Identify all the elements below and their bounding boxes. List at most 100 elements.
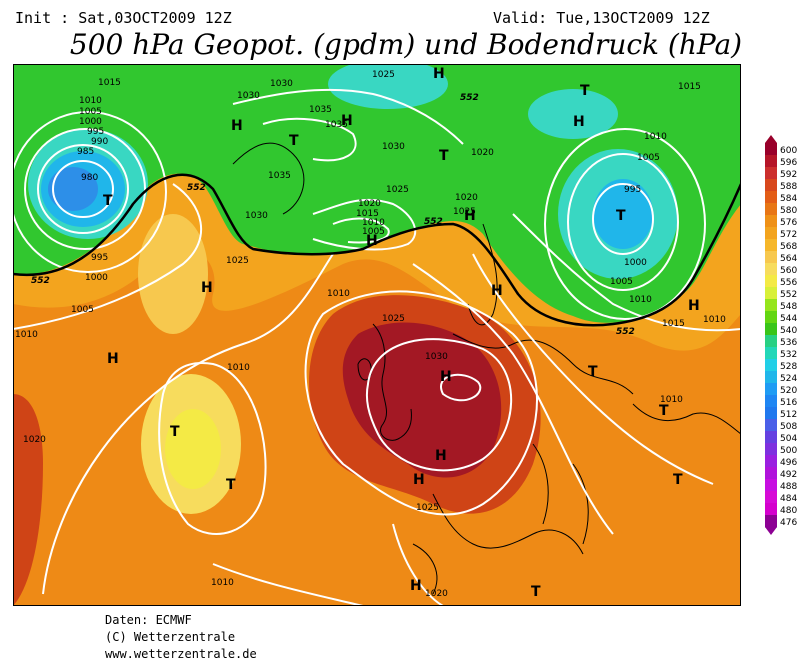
atlantic-low-core: [48, 167, 98, 211]
scale-swatch: [765, 311, 777, 324]
scale-swatch: [765, 203, 777, 216]
scale-value: 484: [780, 494, 797, 504]
isobar-value: 985: [77, 147, 94, 157]
isobar-value: 1005: [362, 227, 385, 237]
scale-swatch: [765, 167, 777, 180]
isobar-value: 1030: [245, 211, 268, 221]
isobar-value: 1015: [678, 82, 701, 92]
isobar-value: 1025: [226, 256, 249, 266]
atlantic-yellow-core: [165, 409, 221, 489]
center-symbol: T: [170, 424, 180, 440]
scale-value: 540: [780, 326, 797, 336]
center-symbol: T: [673, 472, 683, 488]
contour-value: 552: [187, 183, 206, 193]
center-symbol: H: [435, 448, 447, 464]
scale-swatch: [765, 491, 777, 504]
scale-value: 588: [780, 182, 797, 192]
center-symbol: H: [231, 118, 243, 134]
footer-data-source: Daten: ECMWF: [105, 613, 192, 627]
scale-swatch: [765, 419, 777, 432]
coastlines: [232, 142, 741, 595]
scale-value: 552: [780, 290, 797, 300]
isobar-value: 995: [91, 253, 108, 263]
footer-website: www.wetterzentrale.de: [105, 647, 257, 661]
scale-value: 600: [780, 146, 797, 156]
contour-value: 552: [31, 276, 50, 286]
scale-swatch: [765, 227, 777, 240]
scale-swatch: [765, 407, 777, 420]
contour-value: 552: [616, 327, 635, 337]
scale-swatch: [765, 431, 777, 444]
isobar-value: 995: [87, 127, 104, 137]
center-symbol: H: [341, 113, 353, 129]
pressure-centers: T H H T T T H H H H T T H T H T H H T H …: [103, 66, 700, 600]
center-symbol: T: [226, 477, 236, 493]
center-symbol: H: [440, 369, 452, 385]
scale-value: 524: [780, 374, 797, 384]
footer-copyright: (C) Wetterzentrale: [105, 630, 236, 644]
center-symbol: T: [659, 403, 669, 419]
isobar-value: 1010: [362, 218, 385, 228]
scale-value: 508: [780, 422, 797, 432]
ridge-core-field: [342, 322, 502, 478]
scale-value: 476: [780, 518, 797, 528]
center-symbol: T: [580, 83, 590, 99]
scale-value: 520: [780, 386, 797, 396]
isobar-value: 1010: [629, 295, 652, 305]
scale-swatch: [765, 443, 777, 456]
scale-swatch: [765, 299, 777, 312]
scale-swatch: [765, 395, 777, 408]
scale-swatch: [765, 287, 777, 300]
center-symbol: T: [531, 584, 541, 600]
valid-time-label: Valid: Tue,13OCT2009 12Z: [493, 9, 710, 27]
scale-value: 584: [780, 194, 797, 204]
scale-value: 572: [780, 230, 797, 240]
contour-552-line: [13, 173, 741, 327]
isobar-value: 1030: [382, 142, 405, 152]
arctic-cyan-patch-2: [528, 89, 618, 139]
scale-value: 504: [780, 434, 797, 444]
scale-swatch: [765, 383, 777, 396]
center-symbol: H: [433, 66, 445, 82]
isobar-value: 1010: [211, 578, 234, 588]
center-symbol: H: [410, 578, 422, 594]
scale-value: 528: [780, 362, 797, 372]
scale-value: 532: [780, 350, 797, 360]
isobar-value: 1035: [268, 171, 291, 181]
isobar-value: 1025: [453, 207, 476, 217]
scale-bottom-arrow: [765, 527, 777, 535]
contour-value: 552: [424, 217, 443, 227]
scale-swatch: [765, 251, 777, 264]
scale-value: 560: [780, 266, 797, 276]
scale-value: 516: [780, 398, 797, 408]
scale-value: 500: [780, 446, 797, 456]
scale-value: 512: [780, 410, 797, 420]
isobar-value: 1020: [23, 435, 46, 445]
center-symbol: T: [588, 364, 598, 380]
isobar-value: 980: [81, 173, 98, 183]
isobar-value: 1010: [327, 289, 350, 299]
scale-value: 492: [780, 470, 797, 480]
isobar-value: 1025: [382, 314, 405, 324]
center-symbol: T: [289, 133, 299, 149]
scale-swatch: [765, 335, 777, 348]
isobar-value: 1005: [637, 153, 660, 163]
scale-swatch: [765, 479, 777, 492]
isobar-value: 1025: [386, 185, 409, 195]
isobar-value: 1015: [98, 78, 121, 88]
color-scale: 600 596 592 588 584 580 576 572 568 564 560 556 552 5…: [765, 135, 797, 535]
isobar-value: 1010: [15, 330, 38, 340]
scale-value: 556: [780, 278, 797, 288]
scale-value: 576: [780, 218, 797, 228]
isobar-value: 1020: [455, 193, 478, 203]
scale-swatch: [765, 455, 777, 468]
scale-value: 536: [780, 338, 797, 348]
contour-552-labels: 552 552 552 552 552: [31, 93, 635, 337]
chart-title: 500 hPa Geopot. (gpdm) und Bodendruck (h…: [69, 28, 743, 61]
isobar-value: 1035: [325, 120, 348, 130]
scale-swatch: [765, 191, 777, 204]
center-symbol: T: [439, 148, 449, 164]
contour-value: 552: [460, 93, 479, 103]
scale-value: 496: [780, 458, 797, 468]
scale-swatch: [765, 143, 777, 156]
